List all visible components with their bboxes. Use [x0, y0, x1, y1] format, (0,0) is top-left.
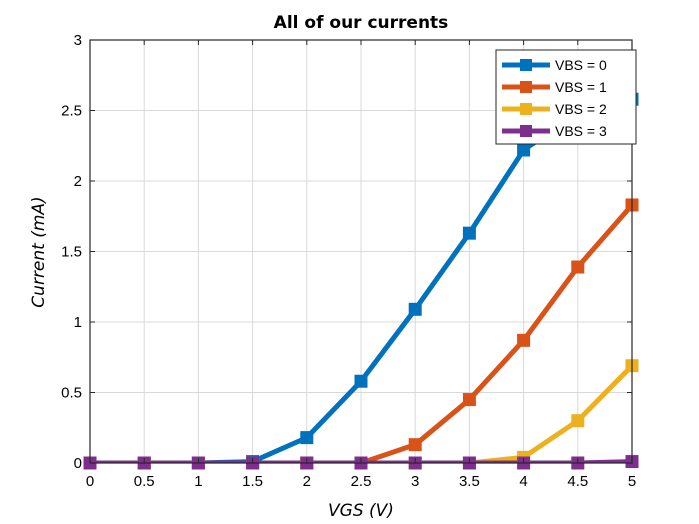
x-tick-label: 3 [411, 473, 419, 490]
x-tick-label: 4 [519, 473, 527, 490]
legend-item-vbs-3: VBS = 3 [502, 123, 607, 139]
series-line-vbs-2 [90, 363, 632, 463]
legend-item-vbs-0: VBS = 0 [502, 57, 607, 73]
x-tick-label: 0 [86, 473, 94, 490]
x-tick-label: 2 [303, 473, 311, 490]
legend-label: VBS = 0 [555, 57, 607, 73]
x-tick-labels: 0 0.5 1 1.5 2 2.5 3 3.5 4 4.5 5 [86, 473, 636, 490]
y-axis-title: Current (mA) [29, 196, 49, 307]
x-tick-label: 4.5 [567, 473, 588, 490]
data-point-vbs-1 [517, 333, 531, 347]
data-point-vbs-0 [517, 143, 531, 157]
data-point-vbs-0 [354, 374, 368, 388]
y-tick-labels: 0 0.5 1 1.5 2 2.5 3 [61, 32, 82, 472]
legend-swatch-marker [520, 59, 532, 71]
x-tick-label: 3.5 [459, 473, 480, 490]
y-tick-label: 1.5 [61, 244, 82, 261]
legend-swatch-marker [520, 103, 532, 115]
legend-item-vbs-2: VBS = 2 [502, 101, 607, 117]
legend-label: VBS = 1 [555, 79, 607, 95]
legend-label: VBS = 3 [555, 123, 607, 139]
x-tick-label: 5 [628, 473, 636, 490]
x-tick-label: 1.5 [242, 473, 263, 490]
legend-swatch-marker [520, 125, 532, 137]
y-tick-label: 2.5 [61, 103, 82, 120]
y-tick-label: 0.5 [61, 385, 82, 402]
y-tick-label: 2 [74, 173, 82, 190]
legend-swatch-marker [520, 81, 532, 93]
axis-ticks [89, 39, 633, 464]
data-point-vbs-0 [300, 431, 314, 445]
data-point-vbs-0 [408, 302, 422, 316]
data-point-vbs-1 [571, 260, 585, 274]
x-axis-title: VGS (V) [328, 501, 394, 521]
legend-item-vbs-1: VBS = 1 [502, 79, 607, 95]
y-tick-label: 1 [74, 314, 82, 331]
legend-label: VBS = 2 [555, 101, 607, 117]
legend: VBS = 0 VBS = 1 VBS = 2 VBS = 3 [495, 49, 637, 145]
chart-title: All of our currents [274, 13, 449, 33]
y-tick-label: 3 [74, 32, 82, 49]
data-point-vbs-1 [408, 438, 422, 452]
x-tick-label: 2.5 [351, 473, 372, 490]
data-point-vbs-2 [571, 414, 585, 428]
y-tick-label: 0 [74, 455, 82, 472]
series-line-vbs-1 [90, 203, 632, 463]
x-tick-label: 1 [194, 473, 202, 490]
data-point-vbs-0 [462, 226, 476, 240]
data-point-vbs-1 [462, 393, 476, 407]
x-tick-label: 0.5 [134, 473, 155, 490]
